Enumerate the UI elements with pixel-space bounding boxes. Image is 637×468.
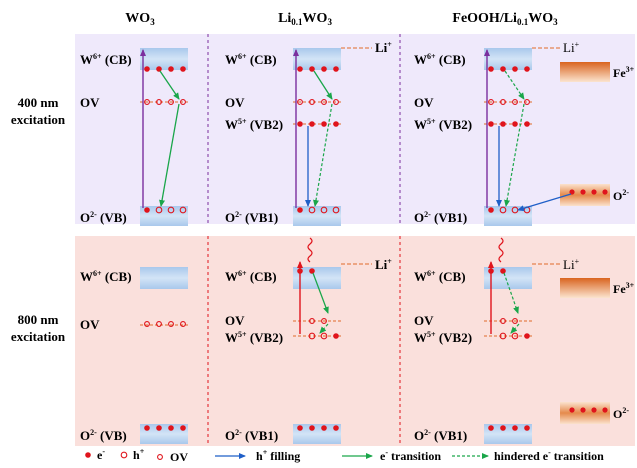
vb2-label: W5+ (VB2) bbox=[414, 330, 472, 345]
electrons bbox=[488, 66, 608, 213]
cb-label: W6+ (CB) bbox=[225, 269, 277, 284]
vb2-label: W5+ (VB2) bbox=[225, 117, 283, 132]
top-li-wo3: W6+ (CB) OV W5+ (VB2) O2- (VB1) Li+ bbox=[225, 40, 392, 226]
photon-wave-icon bbox=[498, 237, 504, 263]
cb-label: W6+ (CB) bbox=[414, 269, 466, 284]
li-label: Li+ bbox=[375, 40, 392, 55]
vb-band bbox=[140, 424, 188, 444]
legend-electron-icon bbox=[85, 452, 91, 458]
cb-band bbox=[484, 267, 532, 289]
vb1-band bbox=[484, 424, 532, 444]
cb-band bbox=[140, 48, 188, 70]
legend-h-filling-label: h+ filling bbox=[256, 448, 300, 463]
bottom-wo3: W6+ (CB) OV O2- (VB) bbox=[80, 267, 188, 444]
vb1-band bbox=[293, 424, 341, 444]
legend-hindered-label: hindered e- transition bbox=[494, 448, 604, 463]
legend: e- h+ OV h+ filling e- transition hinder… bbox=[85, 447, 604, 464]
electrons bbox=[488, 268, 608, 431]
vb2-label: W5+ (VB2) bbox=[225, 330, 283, 345]
electrons bbox=[144, 66, 186, 213]
fe3-label: Fe3+ bbox=[613, 65, 635, 80]
holes bbox=[297, 99, 340, 214]
vb-band bbox=[140, 206, 188, 226]
row-label-800nm: 800 nm bbox=[18, 312, 59, 327]
holes bbox=[499, 318, 519, 340]
column-title-feooh-li-wo3: FeOOH/Li0.1WO3 bbox=[452, 11, 558, 27]
e-transition-arrow bbox=[313, 70, 333, 100]
li-label: Li+ bbox=[563, 40, 580, 55]
electrons bbox=[297, 66, 339, 213]
ov-label: OV bbox=[414, 95, 434, 110]
vb1-label: O2- (VB1) bbox=[225, 428, 278, 443]
vb1-label: O2- (VB1) bbox=[225, 210, 278, 225]
ov-label: OV bbox=[225, 313, 245, 328]
e-transition-arrow-2 bbox=[159, 103, 180, 207]
fe3-band bbox=[560, 62, 610, 82]
row-label-400nm: 400 nm bbox=[18, 95, 59, 110]
cb-band bbox=[140, 267, 188, 289]
hindered-transition-arrow-1 bbox=[504, 70, 525, 100]
o2-fe-label: O2- bbox=[613, 406, 629, 421]
e-transition-arrow-1 bbox=[159, 70, 180, 100]
vb-label: O2- (VB) bbox=[80, 210, 127, 225]
cb-label: W6+ (CB) bbox=[225, 52, 277, 67]
electrons bbox=[144, 425, 186, 431]
ov-label: OV bbox=[225, 95, 245, 110]
cb-label: W6+ (CB) bbox=[80, 269, 132, 284]
holes bbox=[488, 99, 531, 214]
cb-label: W6+ (CB) bbox=[414, 52, 466, 67]
top-wo3: W6+ (CB) OV O2- (VB) bbox=[80, 48, 188, 226]
legend-e-transition-label: e- transition bbox=[380, 448, 441, 463]
hindered-transition-arrow bbox=[313, 103, 333, 207]
cb-band bbox=[293, 267, 341, 289]
row-label-800nm-excitation: excitation bbox=[11, 329, 66, 344]
ov-label: OV bbox=[414, 313, 434, 328]
li-label: Li+ bbox=[563, 257, 580, 272]
bottom-feooh-li-wo3: W6+ (CB) OV W5+ (VB2) O2- (VB1) Li+ Fe3+… bbox=[414, 237, 635, 444]
o2-fe-label: O2- bbox=[613, 188, 629, 203]
row-label-400nm-excitation: excitation bbox=[11, 112, 66, 127]
vb1-band bbox=[293, 206, 341, 226]
column-title-li-wo3: Li0.1WO3 bbox=[278, 11, 332, 27]
holes bbox=[144, 321, 186, 327]
cb-band bbox=[293, 48, 341, 70]
e-transition-arrow bbox=[312, 272, 329, 314]
legend-ov-label: OV bbox=[170, 450, 188, 463]
vb2-label: W5+ (VB2) bbox=[414, 117, 472, 132]
ov-label: OV bbox=[80, 317, 100, 332]
fe3-band bbox=[560, 278, 610, 298]
hindered-transition-arrow-2 bbox=[504, 103, 525, 207]
legend-ov-icon bbox=[157, 454, 163, 460]
li-label: Li+ bbox=[375, 257, 392, 272]
h-filling-arrow-fe bbox=[517, 193, 572, 212]
legend-hole-label: h+ bbox=[133, 447, 145, 462]
o2-fe-band bbox=[560, 402, 610, 424]
bottom-li-wo3: W6+ (CB) OV W5+ (VB2) O2- (VB1) Li+ bbox=[225, 237, 392, 444]
hindered-transition-arrow bbox=[319, 323, 329, 334]
vb1-label: O2- (VB1) bbox=[414, 210, 467, 225]
column-title-wo3: WO3 bbox=[125, 11, 155, 27]
cb-band bbox=[484, 48, 532, 70]
legend-hole-icon bbox=[120, 451, 128, 459]
electrons bbox=[297, 268, 339, 431]
holes bbox=[144, 99, 187, 214]
photon-wave-icon bbox=[307, 237, 313, 263]
top-feooh-li-wo3: W6+ (CB) OV W5+ (VB2) O2- (VB1) Li+ Fe3+… bbox=[414, 40, 635, 226]
hindered-transition-arrow-2 bbox=[510, 323, 520, 334]
vb1-label: O2- (VB1) bbox=[414, 428, 467, 443]
ov-label: OV bbox=[80, 95, 100, 110]
vb-label: O2- (VB) bbox=[80, 428, 127, 443]
fe3-label: Fe3+ bbox=[613, 281, 635, 296]
hindered-transition-arrow-1 bbox=[503, 272, 519, 314]
cb-label: W6+ (CB) bbox=[80, 52, 132, 67]
legend-electron-label: e- bbox=[97, 447, 105, 462]
